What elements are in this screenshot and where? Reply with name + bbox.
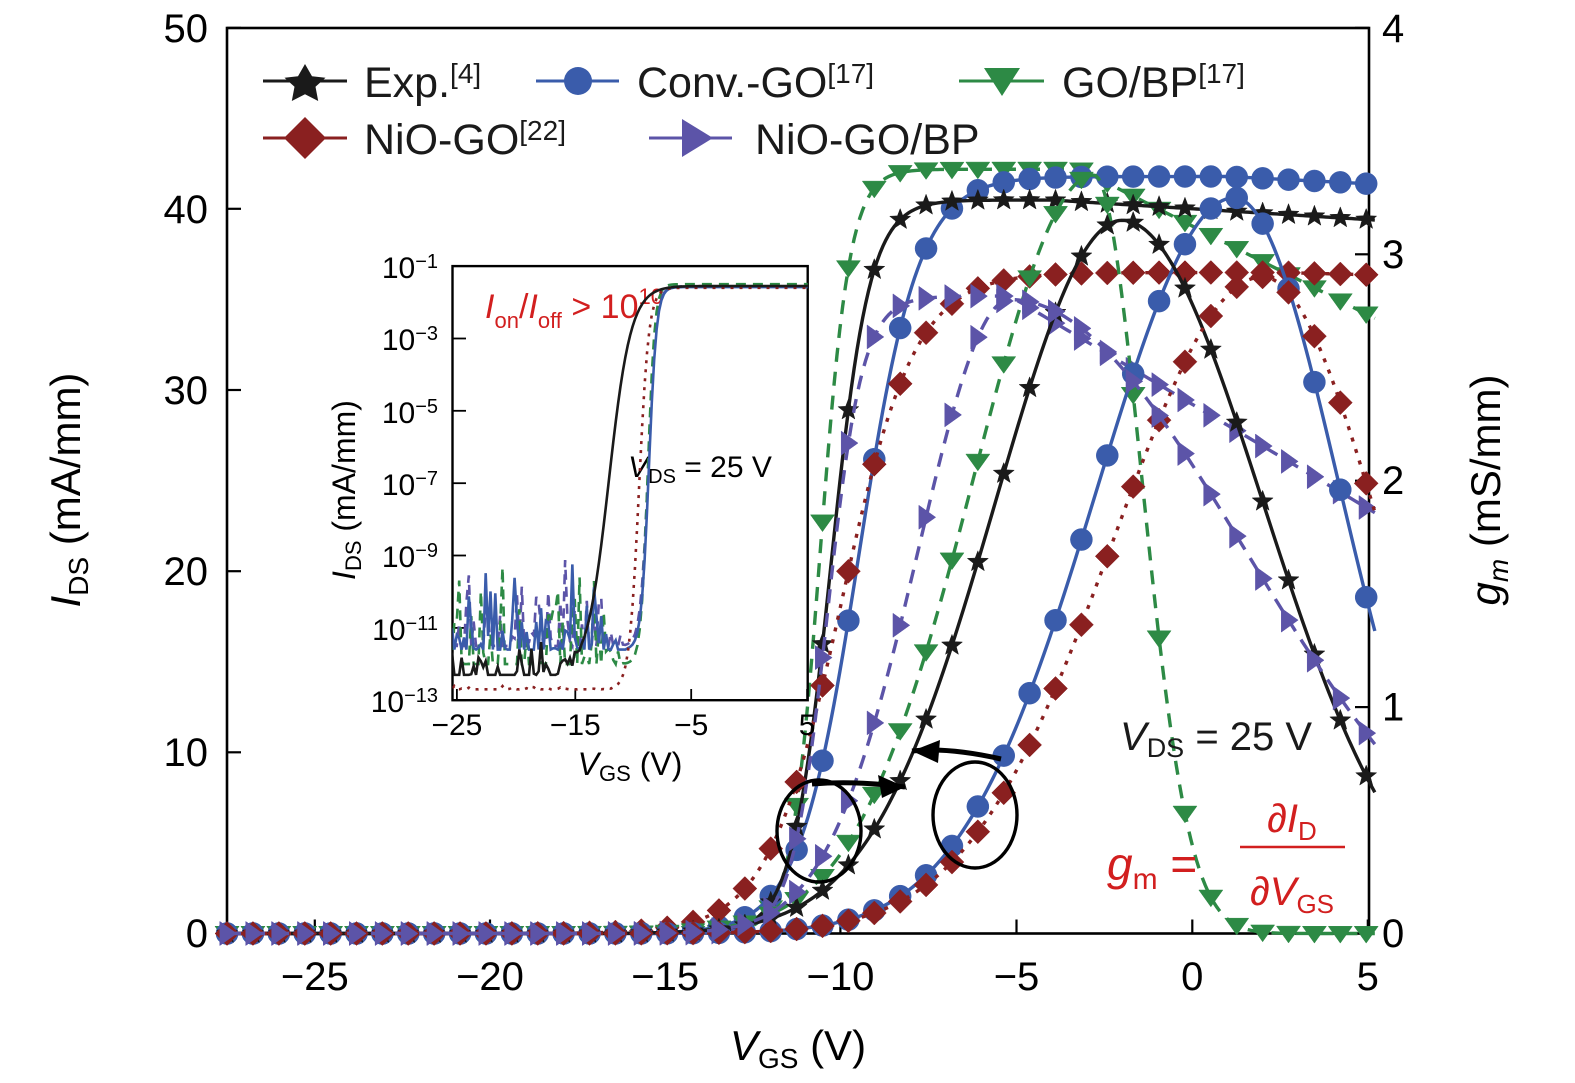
svg-text:−20: −20 (456, 955, 524, 999)
svg-text:VGS (V): VGS (V) (578, 746, 683, 786)
svg-text:0: 0 (1382, 912, 1404, 956)
svg-text:NiO-GO/BP: NiO-GO/BP (755, 116, 980, 164)
svg-text:0: 0 (1181, 955, 1203, 999)
svg-text:2: 2 (1382, 459, 1404, 503)
svg-text:50: 50 (164, 7, 209, 51)
svg-text:10: 10 (164, 731, 209, 775)
svg-text:1: 1 (1382, 686, 1404, 730)
svg-text:−25: −25 (431, 709, 482, 742)
svg-text:4: 4 (1382, 7, 1404, 51)
svg-text:−15: −15 (550, 709, 601, 742)
svg-text:−25: −25 (281, 955, 349, 999)
svg-text:5: 5 (799, 709, 816, 742)
svg-text:−5: −5 (994, 955, 1040, 999)
svg-text:−15: −15 (631, 955, 699, 999)
svg-text:40: 40 (164, 188, 209, 232)
svg-text:30: 30 (164, 369, 209, 413)
svg-text:VGS (V): VGS (V) (730, 1022, 866, 1074)
svg-text:−5: −5 (674, 709, 708, 742)
svg-text:20: 20 (164, 550, 209, 594)
svg-text:3: 3 (1382, 233, 1404, 277)
svg-text:5: 5 (1357, 955, 1379, 999)
svg-text:−10: −10 (806, 955, 874, 999)
svg-text:0: 0 (186, 912, 208, 956)
